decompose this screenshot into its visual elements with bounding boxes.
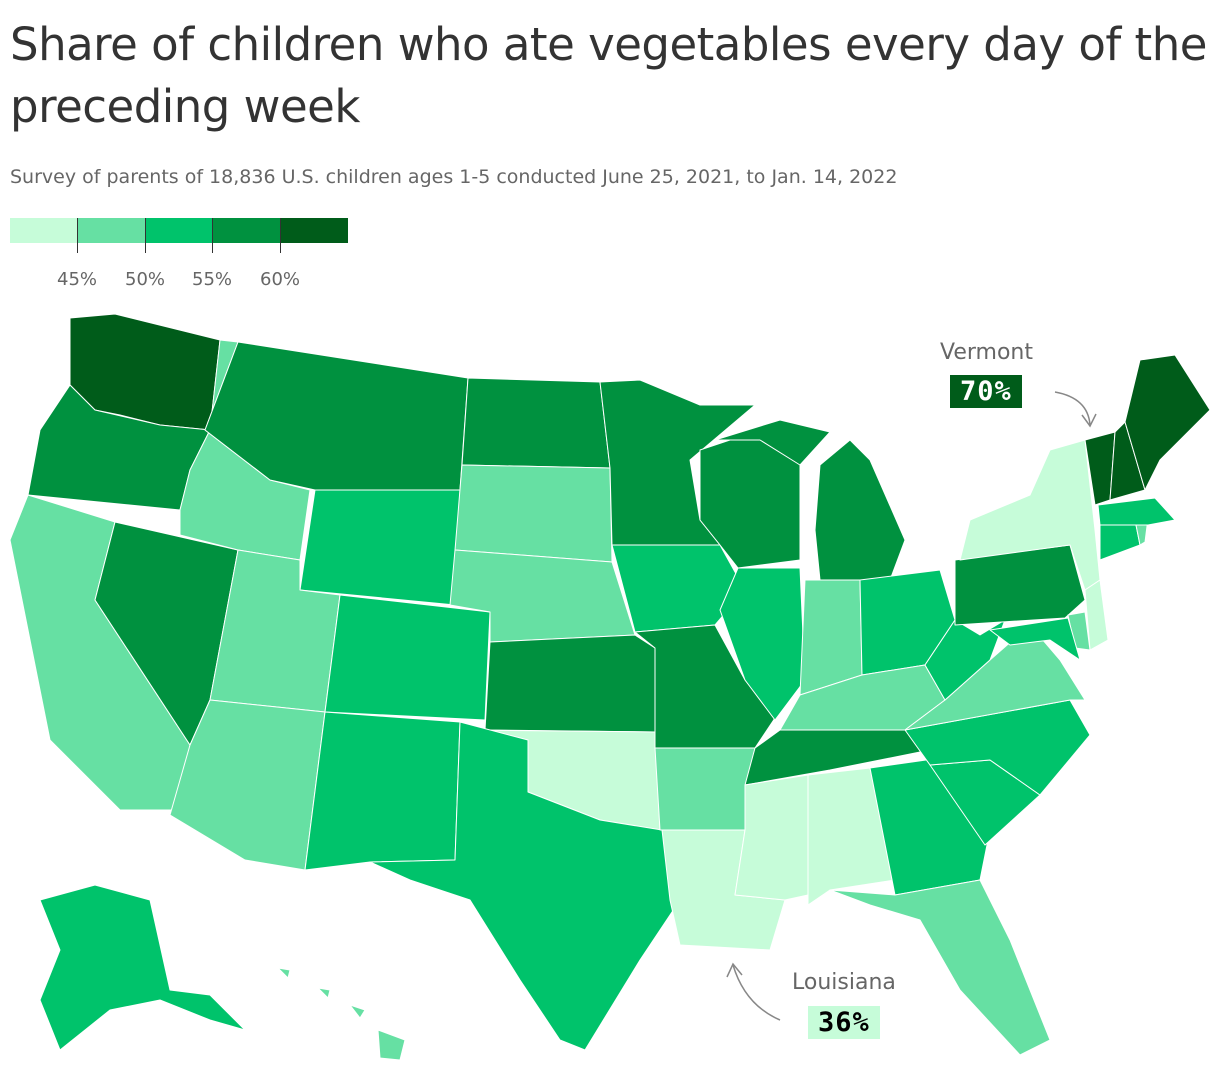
- legend-color-bar: [10, 218, 348, 243]
- chart-subtitle: Survey of parents of 18,836 U.S. childre…: [10, 166, 898, 188]
- us-choropleth-map: [9, 313, 1211, 1061]
- state-new-jersey: [1084, 579, 1109, 651]
- louisiana-callout-value: 36%: [808, 1006, 880, 1039]
- legend-swatch-0: [10, 218, 78, 243]
- state-alaska: [39, 884, 246, 1051]
- legend-tick-60: [280, 218, 281, 253]
- state-south-dakota: [454, 464, 613, 563]
- state-massachusetts: [1097, 497, 1176, 526]
- state-connecticut: [1099, 519, 1141, 561]
- legend-tick-55: [212, 218, 213, 253]
- legend-label-55: 55%: [191, 269, 233, 290]
- state-wyoming: [299, 489, 461, 606]
- vermont-callout-arrow: [1054, 391, 1097, 428]
- legend-swatch-4: [280, 218, 348, 243]
- state-missouri: [634, 624, 776, 749]
- chart-title: Share of children who ate vegetables eve…: [10, 18, 1207, 133]
- state-north-dakota: [461, 377, 611, 469]
- state-mississippi: [734, 774, 809, 901]
- state-maine: [1124, 354, 1211, 491]
- state-arkansas: [654, 747, 756, 831]
- state-kansas: [484, 634, 656, 733]
- louisiana-callout-arrow: [726, 962, 781, 1021]
- legend-label-50: 50%: [124, 269, 166, 290]
- state-colorado: [324, 594, 491, 721]
- state-hawaii: [277, 967, 406, 1061]
- state-florida: [829, 879, 1051, 1056]
- state-new-york: [959, 439, 1101, 591]
- state-michigan: [714, 419, 906, 581]
- legend-label-60: 60%: [259, 269, 301, 290]
- state-maryland: [989, 617, 1081, 661]
- state-new-mexico: [304, 711, 461, 871]
- legend-label-45: 45%: [56, 269, 98, 290]
- vermont-callout-label: Vermont: [940, 340, 1033, 365]
- state-alabama: [807, 767, 896, 906]
- vermont-callout-value: 70%: [950, 375, 1022, 408]
- state-minnesota: [599, 379, 756, 546]
- louisiana-callout-label: Louisiana: [792, 970, 896, 995]
- legend-swatch-2: [145, 218, 213, 243]
- legend-tick-45: [77, 218, 78, 253]
- state-illinois: [719, 567, 806, 721]
- state-texas: [369, 721, 681, 1051]
- legend-swatch-1: [77, 218, 146, 243]
- legend-tick-50: [145, 218, 146, 253]
- legend-swatch-3: [212, 218, 281, 243]
